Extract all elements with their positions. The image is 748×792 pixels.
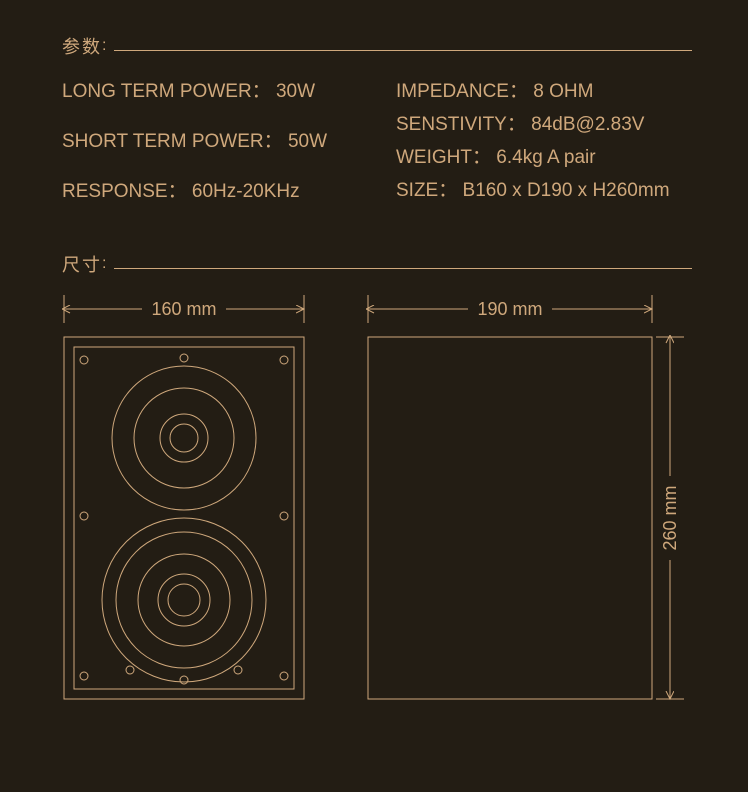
screw-4 [280,512,288,520]
woofer-ring-0 [102,518,266,682]
screw-2 [280,356,288,364]
side-box [368,337,652,699]
woofer-ring-3 [158,574,210,626]
woofer-ring-4 [168,584,200,616]
screw-9 [280,672,288,680]
screw-5 [126,666,134,674]
spec-sheet: 参数: LONG TERM POWER 30W SHORT TERM POWER… [0,0,748,792]
screw-8 [180,676,188,684]
screw-7 [80,672,88,680]
tweeter-ring-3 [170,424,198,452]
screw-0 [80,356,88,364]
screw-3 [80,512,88,520]
screw-6 [234,666,242,674]
tweeter-ring-1 [134,388,234,488]
dim-label-height: 260 mm [660,485,680,550]
woofer-ring-1 [116,532,252,668]
screw-1 [180,354,188,362]
dim-label-width: 160 mm [151,299,216,319]
dim-label-depth: 190 mm [477,299,542,319]
tweeter-ring-2 [160,414,208,462]
woofer-ring-2 [138,554,230,646]
dimension-diagram: 160 mm 190 mm 260 mm [0,0,748,792]
